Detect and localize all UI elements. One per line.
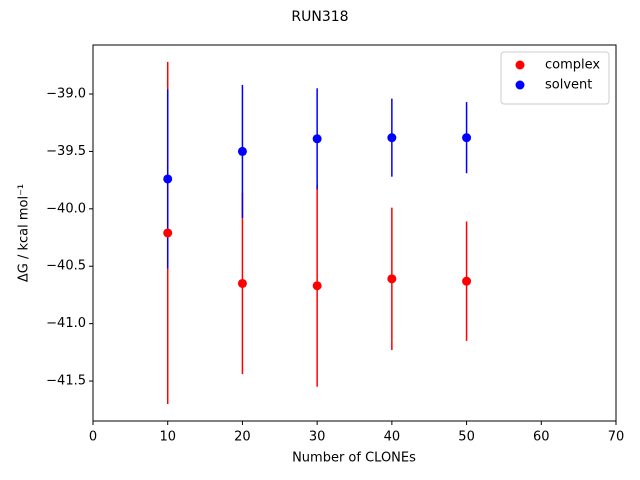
y-tick-label: −41.5 — [46, 374, 86, 389]
x-tick-label: 50 — [458, 430, 475, 445]
point — [462, 133, 472, 143]
x-tick-label: 70 — [608, 430, 625, 445]
y-tick-label: −41.0 — [46, 316, 86, 331]
x-axis-label: Number of CLONEs — [292, 451, 416, 466]
x-tick-label: 20 — [234, 430, 251, 445]
legend-label: complex — [545, 58, 600, 73]
y-tick-label: −39.5 — [46, 144, 86, 159]
point — [387, 133, 397, 143]
point — [462, 276, 472, 286]
point — [163, 228, 173, 238]
legend-box — [500, 51, 610, 105]
x-tick-label: 40 — [384, 430, 401, 445]
legend-marker — [515, 80, 525, 90]
point — [237, 278, 247, 288]
x-tick-label: 60 — [533, 430, 550, 445]
y-tick-label: −39.0 — [46, 87, 86, 102]
x-tick-label: 10 — [159, 430, 176, 445]
x-tick-label: 0 — [89, 430, 97, 445]
legend-marker — [515, 60, 525, 70]
x-tick-label: 30 — [309, 430, 326, 445]
point — [237, 146, 247, 156]
point — [312, 134, 322, 144]
point — [312, 281, 322, 291]
legend-label: solvent — [545, 78, 592, 93]
chart-title: RUN318 — [291, 9, 348, 25]
plot-frame — [92, 44, 617, 422]
y-tick-label: −40.0 — [46, 201, 86, 216]
point — [387, 274, 397, 284]
y-axis-label: ΔG / kcal mol⁻¹ — [17, 184, 32, 282]
point — [163, 174, 173, 184]
y-tick-label: −40.5 — [46, 259, 86, 274]
